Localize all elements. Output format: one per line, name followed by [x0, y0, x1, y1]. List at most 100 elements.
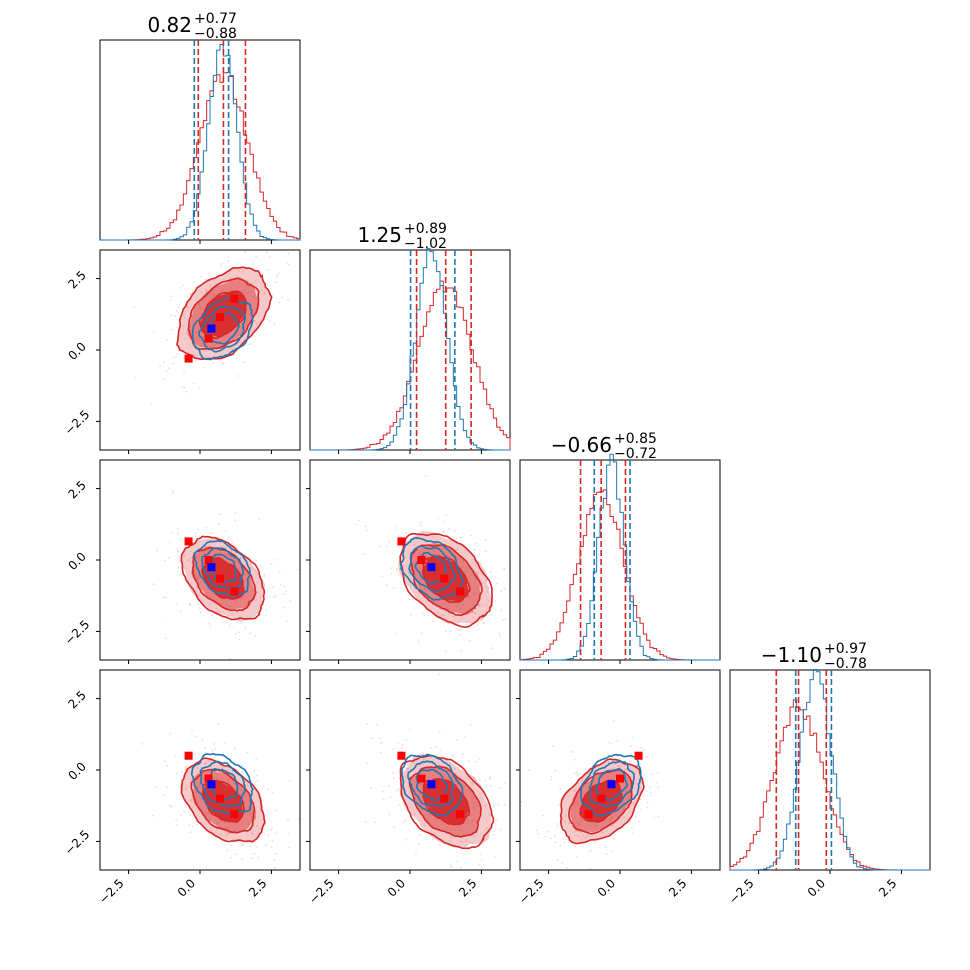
scatter-point — [245, 336, 247, 339]
scatter-point — [224, 604, 227, 606]
scatter-point — [265, 809, 268, 811]
marker-red-2 — [616, 774, 624, 783]
scatter-point — [156, 549, 159, 552]
scatter-point — [604, 820, 606, 822]
scatter-point — [643, 748, 645, 751]
scatter-point — [202, 778, 205, 780]
scatter-point — [574, 802, 576, 804]
scatter-point — [224, 821, 226, 824]
scatter-point — [433, 818, 436, 820]
x-tick-label: −2.5 — [516, 876, 547, 907]
scatter-point — [405, 532, 408, 535]
scatter-point — [443, 609, 446, 612]
y-tick-label: 0.0 — [65, 549, 88, 572]
scatter-point — [271, 827, 273, 830]
scatter-point — [194, 735, 197, 738]
marker-red-2 — [216, 313, 224, 322]
scatter-point — [561, 861, 564, 864]
scatter-point — [407, 571, 410, 574]
scatter-point — [288, 780, 291, 782]
scatter-point — [643, 795, 645, 798]
scatter-point — [215, 607, 218, 610]
marker-red-3 — [634, 751, 643, 760]
scatter-point — [286, 620, 289, 623]
scatter-point — [184, 775, 187, 778]
scatter-point — [460, 866, 462, 869]
scatter-point — [163, 378, 166, 381]
scatter-point — [463, 736, 466, 739]
scatter-point — [447, 612, 450, 615]
scatter-point — [254, 599, 257, 602]
scatter-point — [273, 559, 276, 561]
scatter-point — [617, 765, 620, 767]
scatter-point — [498, 632, 501, 635]
marker-red-1 — [204, 774, 213, 783]
contour-blue-outer — [190, 752, 254, 815]
scatter-point — [287, 252, 290, 255]
scatter-point — [256, 825, 258, 827]
scatter-point — [248, 343, 251, 345]
scatter-point — [601, 825, 603, 828]
scatter-point — [265, 609, 267, 611]
marker-red-0 — [184, 751, 193, 760]
scatter-point — [289, 600, 291, 602]
diag-title-minus-1: −1.02 — [404, 236, 447, 252]
scatter-point — [233, 747, 236, 750]
scatter-point — [211, 614, 214, 617]
y-tick-label: 2.5 — [65, 688, 88, 711]
scatter-point — [469, 841, 472, 844]
contour-red-line-inner — [422, 555, 471, 604]
scatter-point — [209, 596, 211, 598]
scatter-point — [197, 528, 199, 531]
scatter-point — [460, 649, 463, 652]
scatter-point — [242, 844, 244, 846]
scatter-point — [442, 531, 444, 533]
scatter-point — [242, 291, 245, 294]
scatter-point — [646, 801, 649, 804]
scatter-point — [278, 271, 281, 274]
scatter-point — [630, 745, 632, 747]
scatter-point — [623, 807, 625, 809]
scatter-point — [456, 738, 458, 741]
scatter-point — [170, 295, 173, 298]
scatter-point — [228, 605, 231, 608]
contour-blue-mid — [201, 547, 245, 590]
scatter-point — [223, 336, 226, 338]
scatter-point — [609, 820, 612, 822]
scatter-point — [275, 275, 278, 278]
scatter-point — [204, 747, 206, 749]
scatter-point — [441, 824, 444, 826]
scatter-point — [247, 313, 249, 315]
diag-title-value-2: −0.66 — [551, 433, 612, 457]
scatter-point — [165, 596, 167, 599]
scatter-point — [243, 794, 246, 797]
scatter-point — [493, 856, 496, 858]
scatter-point — [213, 602, 215, 605]
scatter-point — [441, 614, 444, 616]
scatter-point — [574, 789, 577, 792]
scatter-point — [575, 771, 578, 774]
scatter-point — [420, 632, 423, 635]
scatter-point — [491, 905, 493, 907]
scatter-point — [613, 811, 616, 814]
scatter-point — [435, 746, 437, 749]
hist-blue-1 — [310, 248, 511, 451]
scatter-point — [171, 328, 174, 331]
scatter-point — [251, 857, 253, 859]
diag-title-value-1: 1.25 — [357, 223, 402, 247]
scatter-point — [248, 823, 251, 825]
scatter-point — [275, 853, 277, 855]
scatter-point — [365, 525, 367, 528]
scatter-point — [469, 790, 472, 793]
scatter-point — [198, 387, 201, 390]
scatter-point — [418, 834, 421, 836]
hist-blue-3 — [730, 669, 930, 871]
scatter-point — [193, 535, 196, 537]
scatter-point — [244, 573, 247, 576]
scatter-point — [195, 577, 198, 580]
scatter-point — [240, 789, 243, 792]
scatter-point — [285, 590, 287, 592]
scatter-point — [190, 557, 193, 559]
scatter-point — [283, 593, 285, 595]
scatter-point — [396, 789, 398, 792]
